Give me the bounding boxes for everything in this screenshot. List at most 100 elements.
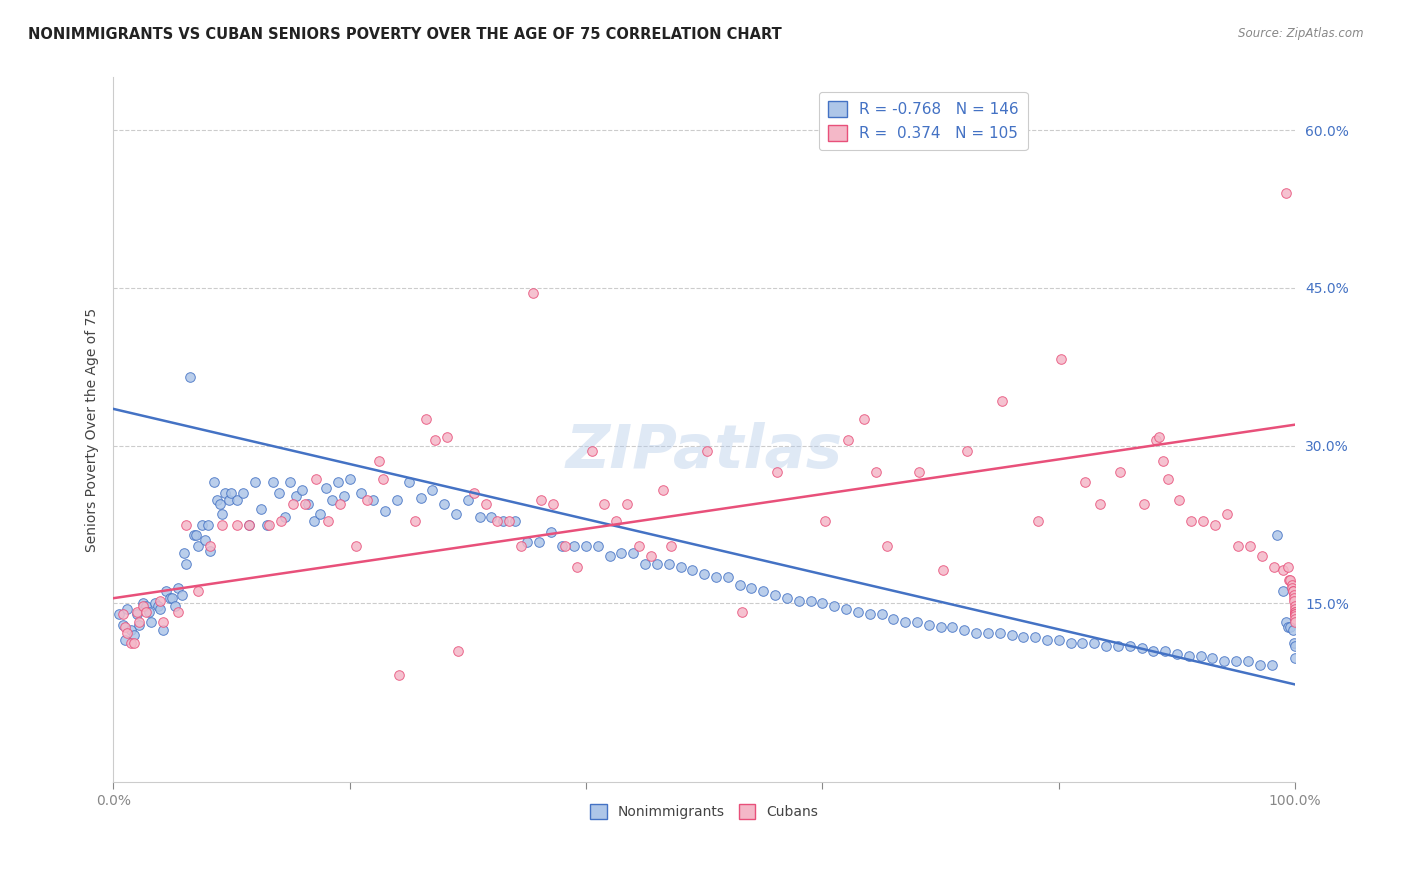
Point — [183, 528, 205, 542]
Point — [1260, 657, 1282, 672]
Point — [184, 528, 207, 542]
Point — [243, 475, 266, 490]
Point — [905, 615, 928, 630]
Point — [1277, 559, 1299, 574]
Point — [108, 607, 131, 621]
Point — [586, 539, 609, 553]
Point — [527, 535, 550, 549]
Point — [398, 475, 420, 490]
Point — [214, 486, 236, 500]
Point — [1133, 497, 1156, 511]
Point — [187, 583, 209, 598]
Point — [728, 577, 751, 591]
Point — [1272, 563, 1295, 577]
Point — [257, 517, 280, 532]
Point — [468, 510, 491, 524]
Point — [1156, 472, 1178, 486]
Point — [368, 454, 391, 468]
Point — [202, 475, 225, 490]
Point — [305, 472, 328, 486]
Point — [423, 434, 446, 448]
Point — [503, 515, 526, 529]
Point — [371, 472, 394, 486]
Point — [1152, 454, 1174, 468]
Point — [823, 599, 845, 613]
Point — [256, 517, 278, 532]
Point — [776, 591, 799, 606]
Point — [918, 617, 941, 632]
Point — [132, 597, 155, 611]
Legend: Nonimmigrants, Cubans: Nonimmigrants, Cubans — [585, 799, 824, 825]
Point — [374, 504, 396, 518]
Point — [492, 515, 515, 529]
Point — [1012, 630, 1035, 644]
Point — [208, 497, 231, 511]
Point — [250, 501, 273, 516]
Point — [621, 546, 644, 560]
Point — [404, 515, 426, 529]
Point — [554, 539, 576, 553]
Point — [1284, 607, 1306, 621]
Point — [1000, 628, 1022, 642]
Point — [1119, 639, 1142, 653]
Point — [262, 475, 284, 490]
Point — [318, 515, 340, 529]
Point — [991, 394, 1014, 409]
Point — [811, 597, 834, 611]
Point — [1168, 493, 1191, 508]
Point — [1282, 636, 1305, 650]
Point — [953, 623, 976, 637]
Point — [457, 493, 479, 508]
Point — [149, 601, 172, 615]
Point — [194, 533, 217, 548]
Point — [120, 623, 142, 637]
Point — [1249, 657, 1271, 672]
Point — [114, 620, 136, 634]
Point — [179, 370, 201, 384]
Point — [696, 444, 718, 458]
Point — [1282, 588, 1305, 602]
Point — [1142, 644, 1164, 658]
Point — [111, 607, 134, 621]
Point — [138, 605, 160, 619]
Point — [125, 607, 148, 621]
Point — [1272, 583, 1295, 598]
Point — [565, 559, 588, 574]
Point — [800, 594, 823, 608]
Point — [1026, 515, 1049, 529]
Point — [302, 515, 325, 529]
Point — [835, 601, 858, 615]
Point — [540, 524, 562, 539]
Point — [1107, 639, 1129, 653]
Point — [444, 507, 467, 521]
Point — [651, 483, 673, 497]
Point — [1284, 605, 1306, 619]
Point — [787, 594, 810, 608]
Point — [1282, 623, 1305, 637]
Point — [329, 497, 352, 511]
Point — [1225, 654, 1247, 668]
Point — [125, 605, 148, 619]
Point — [1189, 649, 1212, 664]
Point — [1284, 612, 1306, 626]
Point — [1130, 640, 1153, 655]
Point — [522, 286, 544, 301]
Point — [433, 497, 456, 511]
Point — [541, 497, 564, 511]
Point — [135, 605, 157, 619]
Point — [510, 539, 533, 553]
Point — [965, 626, 987, 640]
Point — [238, 517, 260, 532]
Point — [752, 583, 775, 598]
Point — [486, 515, 509, 529]
Point — [1083, 636, 1105, 650]
Point — [870, 607, 893, 621]
Point — [447, 644, 470, 658]
Point — [1201, 651, 1223, 665]
Point — [155, 583, 177, 598]
Y-axis label: Seniors Poverty Over the Age of 75: Seniors Poverty Over the Age of 75 — [86, 308, 100, 552]
Point — [1215, 507, 1237, 521]
Point — [198, 539, 221, 553]
Point — [436, 430, 458, 444]
Point — [420, 483, 443, 497]
